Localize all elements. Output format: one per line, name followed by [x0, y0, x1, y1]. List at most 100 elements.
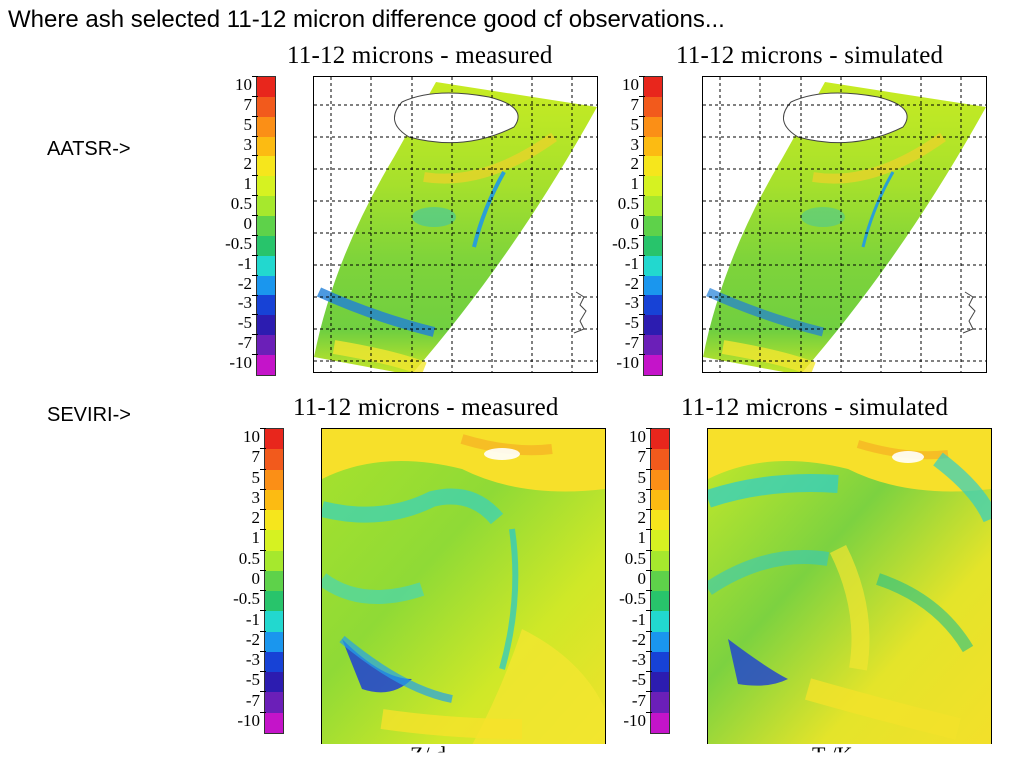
colorbar-tick-label: 5: [243, 114, 253, 134]
slide-headline: Where ash selected 11-12 micron differen…: [8, 6, 725, 33]
colorbar-tick-mark: [252, 76, 258, 77]
colorbar-tick-mark: [252, 155, 258, 157]
colorbar-tick-mark: [260, 650, 266, 652]
colorbar-tick-mark: [639, 95, 645, 97]
colorbar-tick-label: 10: [622, 74, 639, 94]
colorbar-tick-label: 1: [630, 174, 640, 194]
colorbar-segment: [644, 196, 662, 217]
colorbar-segment: [644, 176, 662, 197]
colorbar-tick-mark: [252, 234, 258, 236]
colorbar-tick-label: 2: [630, 154, 640, 174]
colorbar-tick-mark: [646, 448, 652, 450]
colorbar-tick-mark: [646, 630, 652, 632]
colorbar-tick-mark: [252, 135, 258, 137]
colorbar-segment: [651, 510, 669, 531]
colorbar-tick-label: 0.5: [238, 548, 260, 568]
colorbar-tick-label: 0.5: [617, 194, 639, 214]
colorbar-segment: [265, 489, 283, 511]
colorbar-tick-mark: [639, 354, 645, 356]
colorbar-segment: [651, 469, 669, 490]
colorbar-segment: [651, 672, 669, 693]
colorbar-tick-label: 3: [630, 134, 640, 154]
colorbar-tick-mark: [646, 610, 652, 612]
colorbar-tick-mark: [252, 334, 258, 336]
colorbar-tick-label: -7: [624, 333, 639, 353]
aatsr-row-label: AATSR->: [47, 138, 131, 160]
colorbar-tick-label: -3: [624, 293, 639, 313]
colorbar-tick-label: -5: [237, 313, 252, 333]
colorbar-tick-mark: [646, 549, 652, 551]
colorbar-tick-label: -3: [631, 650, 646, 670]
colorbar-segment: [651, 712, 669, 733]
colorbar-segment: [265, 469, 283, 490]
colorbar-segment: [265, 672, 283, 693]
aatsr-simulated-colorbar: [643, 76, 663, 376]
colorbar-tick-mark: [260, 630, 266, 632]
colorbar-segment: [644, 295, 662, 316]
colorbar-tick-mark: [646, 691, 652, 693]
colorbar-segment: [651, 570, 669, 592]
colorbar-tick-mark: [260, 448, 266, 450]
seviri-measured-colorbar: [264, 428, 284, 734]
colorbar-tick-mark: [260, 671, 266, 673]
colorbar-segment: [257, 96, 275, 117]
colorbar-tick-label: -0.5: [233, 589, 260, 609]
colorbar-segment: [257, 295, 275, 316]
colorbar-tick-label: 3: [637, 487, 647, 507]
colorbar-segment: [644, 136, 662, 157]
colorbar-tick-label: -0.5: [612, 233, 639, 253]
aatsr-measured-colorbar: [256, 76, 276, 376]
colorbar-segment: [644, 156, 662, 177]
colorbar-tick-mark: [252, 254, 258, 256]
colorbar-tick-label: 0: [630, 214, 640, 233]
colorbar-segment: [265, 712, 283, 733]
colorbar-segment: [257, 335, 275, 356]
seviri-measured-axis-fragment: Z/ d: [410, 742, 446, 752]
colorbar-segment: [265, 510, 283, 531]
colorbar-tick-mark: [260, 691, 266, 693]
colorbar-tick-label: 10: [235, 74, 252, 94]
colorbar-tick-label: -1: [631, 609, 646, 629]
colorbar-tick-label: 0.5: [624, 548, 646, 568]
colorbar-tick-mark: [260, 488, 266, 490]
colorbar-tick-label: -10: [229, 353, 252, 373]
colorbar-segment: [265, 651, 283, 673]
colorbar-tick-label: 1: [637, 528, 647, 548]
colorbar-tick-mark: [639, 175, 645, 177]
colorbar-tick-mark: [260, 428, 266, 429]
colorbar-segment: [265, 692, 283, 713]
colorbar-tick-label: 0: [637, 569, 647, 588]
colorbar-segment: [644, 275, 662, 296]
colorbar-tick-label: 0: [243, 214, 253, 233]
colorbar-tick-mark: [646, 569, 652, 571]
colorbar-tick-mark: [646, 428, 652, 429]
colorbar-tick-label: 1: [243, 174, 253, 194]
colorbar-tick-mark: [646, 509, 652, 511]
bottom-whitespace: [0, 744, 1024, 768]
colorbar-tick-mark: [252, 274, 258, 276]
colorbar-segment: [257, 235, 275, 256]
colorbar-tick-mark: [646, 488, 652, 490]
colorbar-tick-mark: [260, 529, 266, 531]
colorbar-tick-label: -7: [631, 690, 646, 710]
colorbar-tick-label: -10: [623, 710, 646, 730]
colorbar-segment: [265, 631, 283, 652]
colorbar-tick-label: 2: [251, 508, 261, 528]
colorbar-tick-mark: [260, 569, 266, 571]
colorbar-segment: [265, 550, 283, 571]
colorbar-tick-label: 7: [243, 94, 253, 114]
seviri-simulated-map: [707, 428, 992, 746]
colorbar-segment: [651, 651, 669, 673]
aatsr-measured-map: [313, 76, 598, 373]
colorbar-tick-label: -5: [624, 313, 639, 333]
colorbar-tick-mark: [646, 671, 652, 673]
colorbar-tick-label: -1: [624, 253, 639, 273]
aatsr-measured-title: 11-12 microns - measured: [287, 42, 553, 69]
colorbar-tick-mark: [252, 294, 258, 296]
colorbar-tick-mark: [646, 468, 652, 470]
colorbar-segment: [265, 429, 283, 450]
colorbar-segment: [257, 275, 275, 296]
colorbar-tick-label: 1: [251, 528, 261, 548]
colorbar-tick-mark: [260, 468, 266, 470]
colorbar-tick-label: 7: [637, 447, 647, 467]
